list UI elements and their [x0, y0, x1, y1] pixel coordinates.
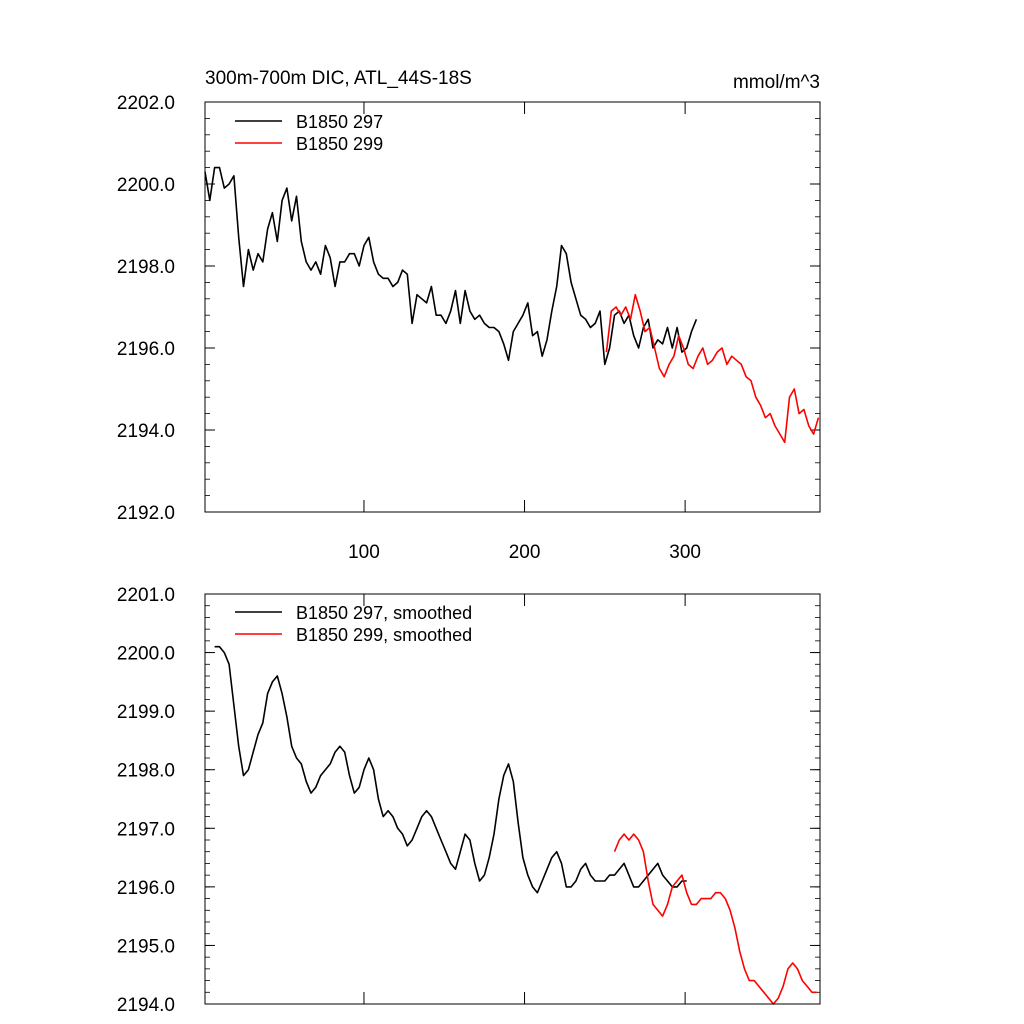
top-series-line-b1850-297 — [204, 166, 698, 366]
top-series-lines — [204, 166, 820, 444]
top-units: mmol/m^3 — [733, 72, 820, 93]
top-ytick-label: 2192.0 — [117, 503, 175, 524]
top-ticks: 2192.0 2194.0 2196.0 2198.0 2200.0 2202.0 100 2… — [117, 93, 820, 563]
bottom-frame — [204, 593, 821, 1005]
top-legend: B1850 297 B1850 299 — [235, 112, 383, 154]
bottom-series-line-b1850-299-smoothed — [613, 833, 817, 1005]
bottom-ytick-label: 2198.0 — [117, 761, 175, 782]
bottom-ytick-label: 2195.0 — [117, 936, 175, 957]
bottom-ytick-label: 2194.0 — [117, 995, 175, 1016]
top-panel: 300m-700m DIC, ATL_44S-18S mmol/m^3 2192… — [117, 68, 821, 563]
top-title: 300m-700m DIC, ATL_44S-18S — [205, 68, 472, 89]
bottom-legend: B1850 297, smoothed B1850 299, smoothed — [235, 603, 472, 645]
bottom-panel: 2194.0 2195.0 2196.0 2197.0 2198.0 2199.0 2200… — [117, 585, 821, 1016]
top-xtick-label: 300 — [669, 542, 701, 563]
bottom-ytick-label: 2197.0 — [117, 819, 175, 840]
legend-label-b1850-297-smoothed: B1850 297, smoothed — [296, 603, 472, 623]
legend-label-b1850-297: B1850 297 — [296, 112, 383, 132]
top-series-line-b1850-299 — [605, 293, 820, 444]
top-ytick-label: 2200.0 — [117, 175, 175, 196]
top-xtick-label: 100 — [348, 542, 380, 563]
top-frame — [204, 101, 821, 513]
bottom-ytick-label: 2199.0 — [117, 702, 175, 723]
legend-label-b1850-299: B1850 299 — [296, 134, 383, 154]
top-xtick-label: 200 — [509, 542, 541, 563]
top-ytick-label: 2202.0 — [117, 93, 175, 114]
legend-label-b1850-299-smoothed: B1850 299, smoothed — [296, 625, 472, 645]
bottom-ytick-label: 2196.0 — [117, 878, 175, 899]
bottom-series-lines — [214, 645, 817, 1005]
top-ytick-label: 2194.0 — [117, 421, 175, 442]
bottom-ytick-label: 2200.0 — [117, 644, 175, 665]
bottom-ticks: 2194.0 2195.0 2196.0 2197.0 2198.0 2199.0 2200… — [117, 585, 820, 1016]
bottom-series-line-b1850-297-smoothed — [214, 645, 687, 894]
bottom-ytick-label: 2201.0 — [117, 585, 175, 606]
top-ytick-label: 2196.0 — [117, 339, 175, 360]
top-ytick-label: 2198.0 — [117, 257, 175, 278]
